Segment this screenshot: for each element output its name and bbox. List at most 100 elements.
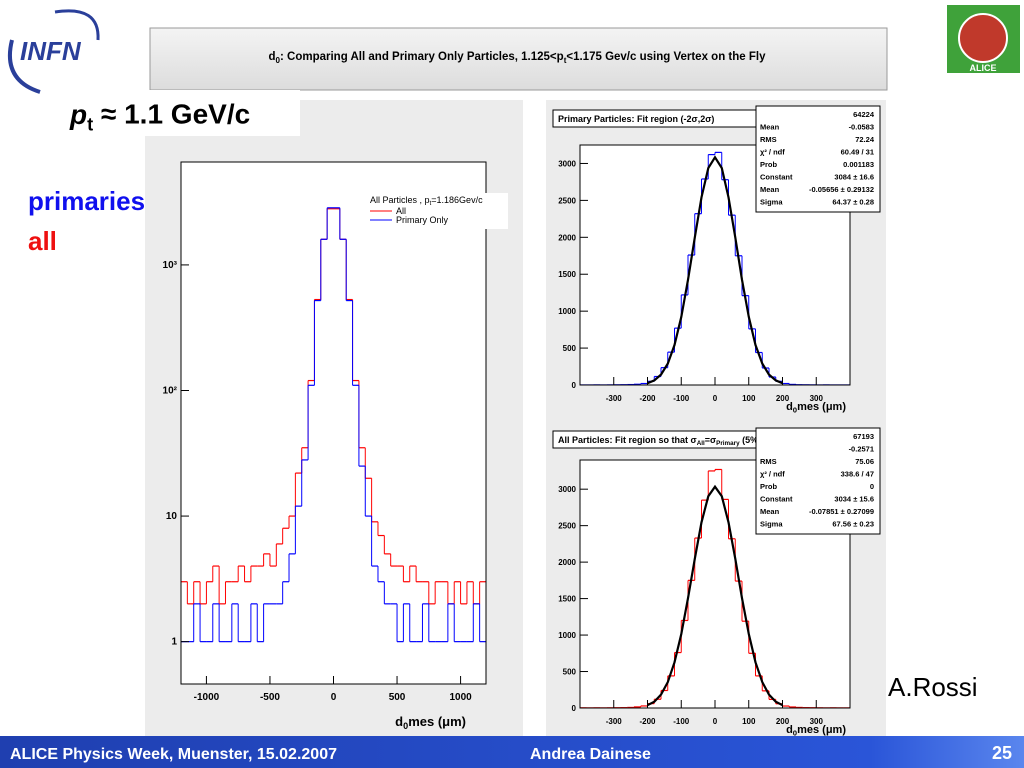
y-tick-label: 1000 bbox=[558, 631, 576, 640]
x-tick-label: 0 bbox=[331, 692, 337, 703]
x-tick-label: -100 bbox=[673, 717, 690, 726]
x-axis-label: d0mes (μm) bbox=[395, 714, 466, 731]
all-label: all bbox=[28, 226, 57, 256]
plot-area bbox=[181, 207, 486, 643]
chart-title-part: Primary bbox=[716, 440, 740, 447]
stats-value: -0.05656 ± 0.29132 bbox=[809, 185, 874, 194]
stats-label: Mean bbox=[760, 507, 780, 516]
x-axis-label-part: d bbox=[395, 714, 403, 729]
legend-title-part: All Particles , p bbox=[370, 195, 430, 205]
slide-title-part: d bbox=[269, 51, 276, 63]
y-tick-label: 10 bbox=[166, 511, 178, 522]
slide-title-part: t bbox=[564, 56, 567, 65]
stats-value: -0.0583 bbox=[849, 123, 874, 132]
legend-title-part: t bbox=[430, 200, 432, 207]
y-tick-label: 0 bbox=[572, 704, 577, 713]
stats-label: Sigma bbox=[760, 520, 783, 529]
x-tick-label: 100 bbox=[742, 717, 756, 726]
x-axis-label: d0mes (μm) bbox=[786, 401, 846, 415]
chart-title: All Particles: Fit region so that σAll=σ… bbox=[558, 435, 761, 447]
legend-title-part: =1.186Gev/c bbox=[431, 195, 483, 205]
footer-bar bbox=[0, 736, 1024, 768]
author: A.Rossi bbox=[888, 672, 978, 702]
x-tick-label: -100 bbox=[673, 394, 690, 403]
x-tick-label: -1000 bbox=[194, 692, 220, 703]
chart-title-part: All bbox=[697, 440, 705, 447]
stats-value: 67193 bbox=[853, 432, 874, 441]
x-axis-label: d0mes (μm) bbox=[786, 724, 846, 738]
pt-label-part: p bbox=[69, 99, 87, 130]
y-tick-label: 2500 bbox=[558, 522, 576, 531]
y-tick-label: 2000 bbox=[558, 233, 576, 242]
stats-label: Prob bbox=[760, 160, 778, 169]
stats-value: 0.001183 bbox=[843, 160, 874, 169]
x-axis-label-part: mes (μm) bbox=[797, 401, 846, 413]
x-axis-label-part: 0 bbox=[403, 721, 408, 731]
y-tick-label: 1 bbox=[171, 637, 177, 648]
x-tick-label: -300 bbox=[606, 717, 623, 726]
x-tick-label: 0 bbox=[713, 717, 718, 726]
alice-logo-text: ALICE bbox=[970, 63, 997, 73]
x-tick-label: -200 bbox=[639, 394, 656, 403]
chart-title-part: =σ bbox=[705, 435, 716, 445]
x-axis-label-part: d bbox=[786, 724, 793, 736]
y-tick-label: 3000 bbox=[558, 159, 576, 168]
footer-event: ALICE Physics Week, Muenster, 15.02.2007 bbox=[10, 746, 337, 763]
infn-swoosh bbox=[7, 39, 41, 94]
infn-logo: INFN bbox=[20, 36, 82, 66]
y-tick-label: 2500 bbox=[558, 196, 576, 205]
stats-value: 64.37 ± 0.28 bbox=[832, 198, 874, 207]
pt-label-part: ≈ 1.1 GeV/c bbox=[93, 98, 250, 129]
x-tick-label: -300 bbox=[606, 394, 623, 403]
footer-speaker: Andrea Dainese bbox=[530, 746, 651, 763]
stats-value: 64224 bbox=[853, 110, 875, 119]
stats-value: 3034 ± 15.6 bbox=[834, 495, 874, 504]
x-tick-label: 100 bbox=[742, 394, 756, 403]
stats-value: 72.24 bbox=[855, 135, 875, 144]
x-tick-label: 0 bbox=[713, 394, 718, 403]
header-box bbox=[149, 27, 888, 91]
x-axis-label-part: d bbox=[786, 401, 793, 413]
x-tick-label: 200 bbox=[776, 394, 790, 403]
stats-label: Prob bbox=[760, 482, 778, 491]
slide-title-part: <1.175 Gev/c using Vertex on the Fly bbox=[566, 51, 766, 63]
stats-value: 0 bbox=[870, 482, 874, 491]
fit-curve bbox=[646, 484, 784, 707]
stats-label: Sigma bbox=[760, 198, 783, 207]
stats-value: 75.06 bbox=[855, 457, 874, 466]
y-tick-label: 0 bbox=[572, 381, 577, 390]
plot-area bbox=[580, 468, 850, 708]
stats-value: 338.6 / 47 bbox=[841, 470, 874, 479]
legend-label: Primary Only bbox=[396, 215, 449, 225]
y-tick-label: 500 bbox=[563, 668, 577, 677]
y-tick-label: 2000 bbox=[558, 558, 576, 567]
y-tick-label: 1500 bbox=[558, 595, 576, 604]
primaries-label: primaries bbox=[28, 186, 145, 216]
plot-frame bbox=[181, 162, 486, 684]
y-tick-label: 10² bbox=[163, 385, 178, 396]
x-tick-label: 500 bbox=[389, 692, 406, 703]
stats-label: RMS bbox=[760, 457, 777, 466]
x-tick-label: -200 bbox=[639, 717, 656, 726]
x-axis-label-part: mes (μm) bbox=[797, 724, 846, 736]
stats-label: Mean bbox=[760, 123, 780, 132]
pt-label-box bbox=[62, 90, 300, 136]
stats-box bbox=[755, 427, 881, 535]
slide-title: d0: Comparing All and Primary Only Parti… bbox=[269, 51, 767, 65]
x-axis-label-part: mes (μm) bbox=[408, 714, 466, 729]
stats-value: 60.49 / 31 bbox=[841, 148, 874, 157]
pt-label-part: t bbox=[87, 114, 93, 134]
x-axis-label-part: 0 bbox=[793, 729, 797, 738]
stats-label: Constant bbox=[760, 495, 793, 504]
pt-label: pt ≈ 1.1 GeV/c bbox=[69, 98, 250, 134]
stats-value: -0.07851 ± 0.27099 bbox=[809, 507, 874, 516]
y-tick-label: 3000 bbox=[558, 485, 576, 494]
page-number: 25 bbox=[992, 743, 1012, 763]
y-tick-label: 1000 bbox=[558, 307, 576, 316]
chart-title-part: All Particles: Fit region so that σ bbox=[558, 435, 697, 445]
stats-value: -0.2571 bbox=[849, 445, 874, 454]
x-tick-label: 300 bbox=[810, 394, 824, 403]
x-tick-label: 300 bbox=[810, 717, 824, 726]
